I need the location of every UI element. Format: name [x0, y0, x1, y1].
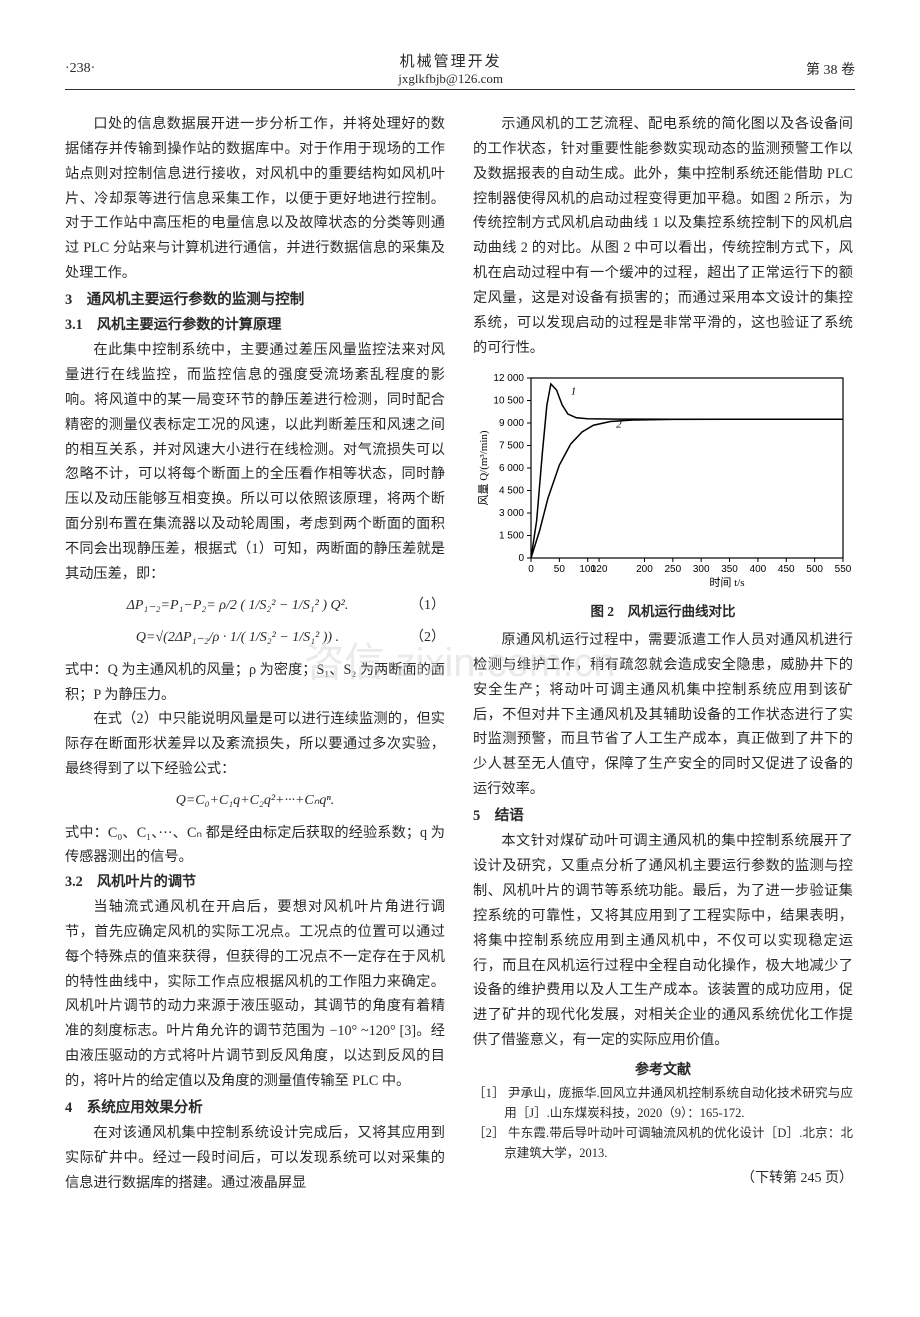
right-column: 示通风机的工艺流程、配电系统的简化图以及各设备间的工作状态，针对重要性能参数实现…: [473, 112, 853, 1196]
paragraph: 式中：C₀、C₁、···、Cₙ 都是经由标定后获取的经验系数；q 为传感器测出的…: [65, 821, 445, 871]
svg-text:0: 0: [528, 564, 534, 575]
section-heading-5: 5 结语: [473, 804, 853, 829]
formula-1-body: ΔP₁₋₂=P₁−P₂= ρ/2 ( 1/S₂² − 1/S₁² ) Q².: [127, 598, 349, 613]
svg-text:250: 250: [664, 564, 681, 575]
svg-text:300: 300: [693, 564, 710, 575]
paragraph: 示通风机的工艺流程、配电系统的简化图以及各设备间的工作状态，针对重要性能参数实现…: [473, 112, 853, 360]
formula-2-number: （2）: [410, 625, 445, 652]
section-heading-4: 4 系统应用效果分析: [65, 1096, 445, 1121]
svg-text:3 000: 3 000: [499, 508, 524, 519]
page-number: ·238·: [65, 61, 95, 77]
svg-text:12 000: 12 000: [493, 373, 524, 384]
figure-2-chart: 01 5003 0004 5006 0007 5009 00010 50012 …: [473, 368, 853, 624]
references-heading: 参考文献: [473, 1059, 853, 1084]
journal-email: jxglkfbjb@126.com: [95, 71, 806, 87]
paragraph: 在此集中控制系统中，主要通过差压风量监控法来对风量进行在线监控，而监控信息的强度…: [65, 338, 445, 586]
section-heading-3-2: 3.2 风机叶片的调节: [65, 870, 445, 895]
volume-label: 第 38 卷: [806, 59, 855, 79]
section-heading-3: 3 通风机主要运行参数的监测与控制: [65, 288, 445, 313]
formula-1-number: （1）: [410, 593, 445, 620]
reference-item: ［1］ 尹承山，庞振华.回风立井通风机控制系统自动化技术研究与应用［J］.山东煤…: [473, 1083, 853, 1123]
reference-item: ［2］ 牛东霞.带后导叶动叶可调轴流风机的优化设计［D］.北京：北京建筑大学，2…: [473, 1123, 853, 1163]
svg-text:450: 450: [778, 564, 795, 575]
svg-text:350: 350: [721, 564, 738, 575]
formula-3: Q=C₀+C₁q+C₂q²+···+Cₙqⁿ.: [65, 788, 445, 815]
svg-text:500: 500: [806, 564, 823, 575]
left-column: 口处的信息数据展开进一步分析工作，并将处理好的数据储存并传输到操作站的数据库中。…: [65, 112, 445, 1196]
svg-text:7 500: 7 500: [499, 441, 524, 452]
svg-text:120: 120: [591, 564, 608, 575]
svg-text:200: 200: [636, 564, 653, 575]
svg-text:400: 400: [750, 564, 767, 575]
paragraph: 原通风机运行过程中，需要派遣工作人员对通风机进行检测与维护工作，稍有疏忽就会造成…: [473, 628, 853, 802]
paragraph: 在对该通风机集中控制系统设计完成后，又将其应用到实际矿井中。经过一段时间后，可以…: [65, 1121, 445, 1196]
svg-text:风量 Q/(m³/min): 风量 Q/(m³/min): [477, 431, 490, 506]
paragraph: 当轴流式通风机在开启后，要想对风机叶片角进行调节，首先应确定风机的实际工况点。工…: [65, 895, 445, 1094]
svg-text:0: 0: [518, 553, 524, 564]
svg-text:6 000: 6 000: [499, 463, 524, 474]
page-header: ·238· 机械管理开发 jxglkfbjb@126.com 第 38 卷: [65, 50, 855, 90]
figure-2-caption: 图 2 风机运行曲线对比: [473, 600, 853, 624]
continued-note: （下转第 245 页）: [473, 1167, 853, 1192]
paragraph: 在式（2）中只能说明风量是可以进行连续监测的，但实际存在断面形状差异以及紊流损失…: [65, 707, 445, 782]
formula-2-body: Q=√(2ΔP₁₋₂/ρ · 1/( 1/S₂² − 1/S₁² )) .: [136, 630, 339, 645]
svg-text:50: 50: [554, 564, 566, 575]
svg-text:1 500: 1 500: [499, 531, 524, 542]
journal-name: 机械管理开发: [95, 50, 806, 71]
svg-text:550: 550: [835, 564, 852, 575]
formula-1: ΔP₁₋₂=P₁−P₂= ρ/2 ( 1/S₂² − 1/S₁² ) Q². （…: [65, 593, 445, 620]
paragraph: 式中：Q 为主通风机的风量；ρ 为密度；S₁、S₂ 为两断面的面积；P 为静压力…: [65, 658, 445, 708]
svg-text:2: 2: [616, 419, 622, 431]
svg-text:时间 t/s: 时间 t/s: [709, 576, 744, 589]
header-center: 机械管理开发 jxglkfbjb@126.com: [95, 50, 806, 87]
paragraph: 本文针对煤矿动叶可调主通风机的集中控制系统展开了设计及研究，又重点分析了通风机主…: [473, 829, 853, 1053]
svg-text:10 500: 10 500: [493, 396, 524, 407]
section-heading-3-1: 3.1 风机主要运行参数的计算原理: [65, 313, 445, 338]
formula-2: Q=√(2ΔP₁₋₂/ρ · 1/( 1/S₂² − 1/S₁² )) . （2…: [65, 625, 445, 652]
svg-text:4 500: 4 500: [499, 486, 524, 497]
svg-text:9 000: 9 000: [499, 418, 524, 429]
svg-text:1: 1: [571, 386, 577, 398]
chart-svg: 01 5003 0004 5006 0007 5009 00010 50012 …: [473, 368, 853, 598]
paragraph: 口处的信息数据展开进一步分析工作，并将处理好的数据储存并传输到操作站的数据库中。…: [65, 112, 445, 286]
content-columns: 口处的信息数据展开进一步分析工作，并将处理好的数据储存并传输到操作站的数据库中。…: [65, 112, 855, 1196]
